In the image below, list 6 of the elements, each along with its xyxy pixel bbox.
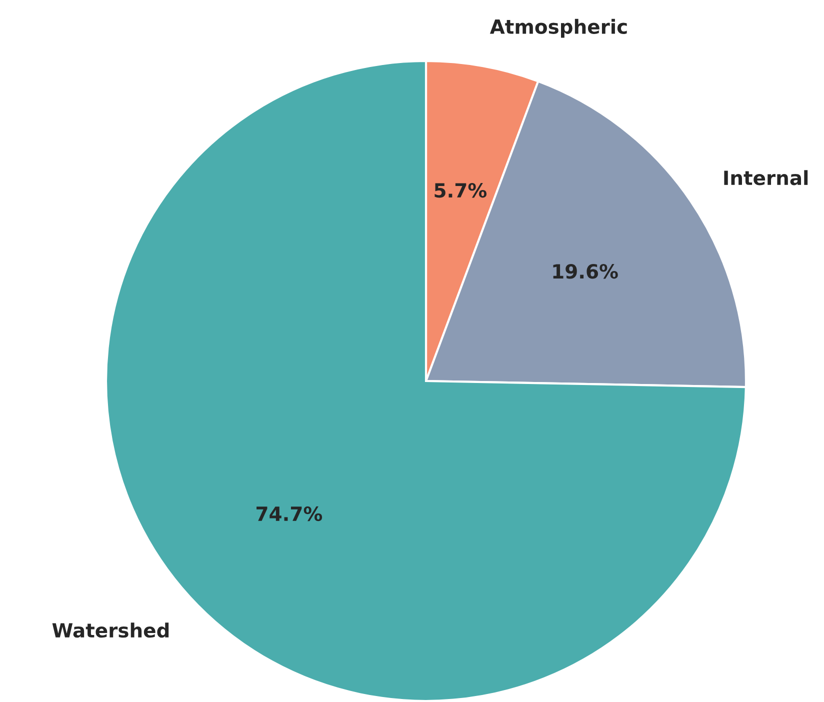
- data-label: 5.7%: [434, 183, 487, 198]
- slice-label: Watershed: [52, 622, 169, 638]
- data-label: 74.7%: [256, 506, 322, 522]
- slice-label: Atmospheric: [490, 18, 627, 38]
- data-label: 19.6%: [553, 264, 618, 279]
- slice-label: Internal: [724, 170, 808, 186]
